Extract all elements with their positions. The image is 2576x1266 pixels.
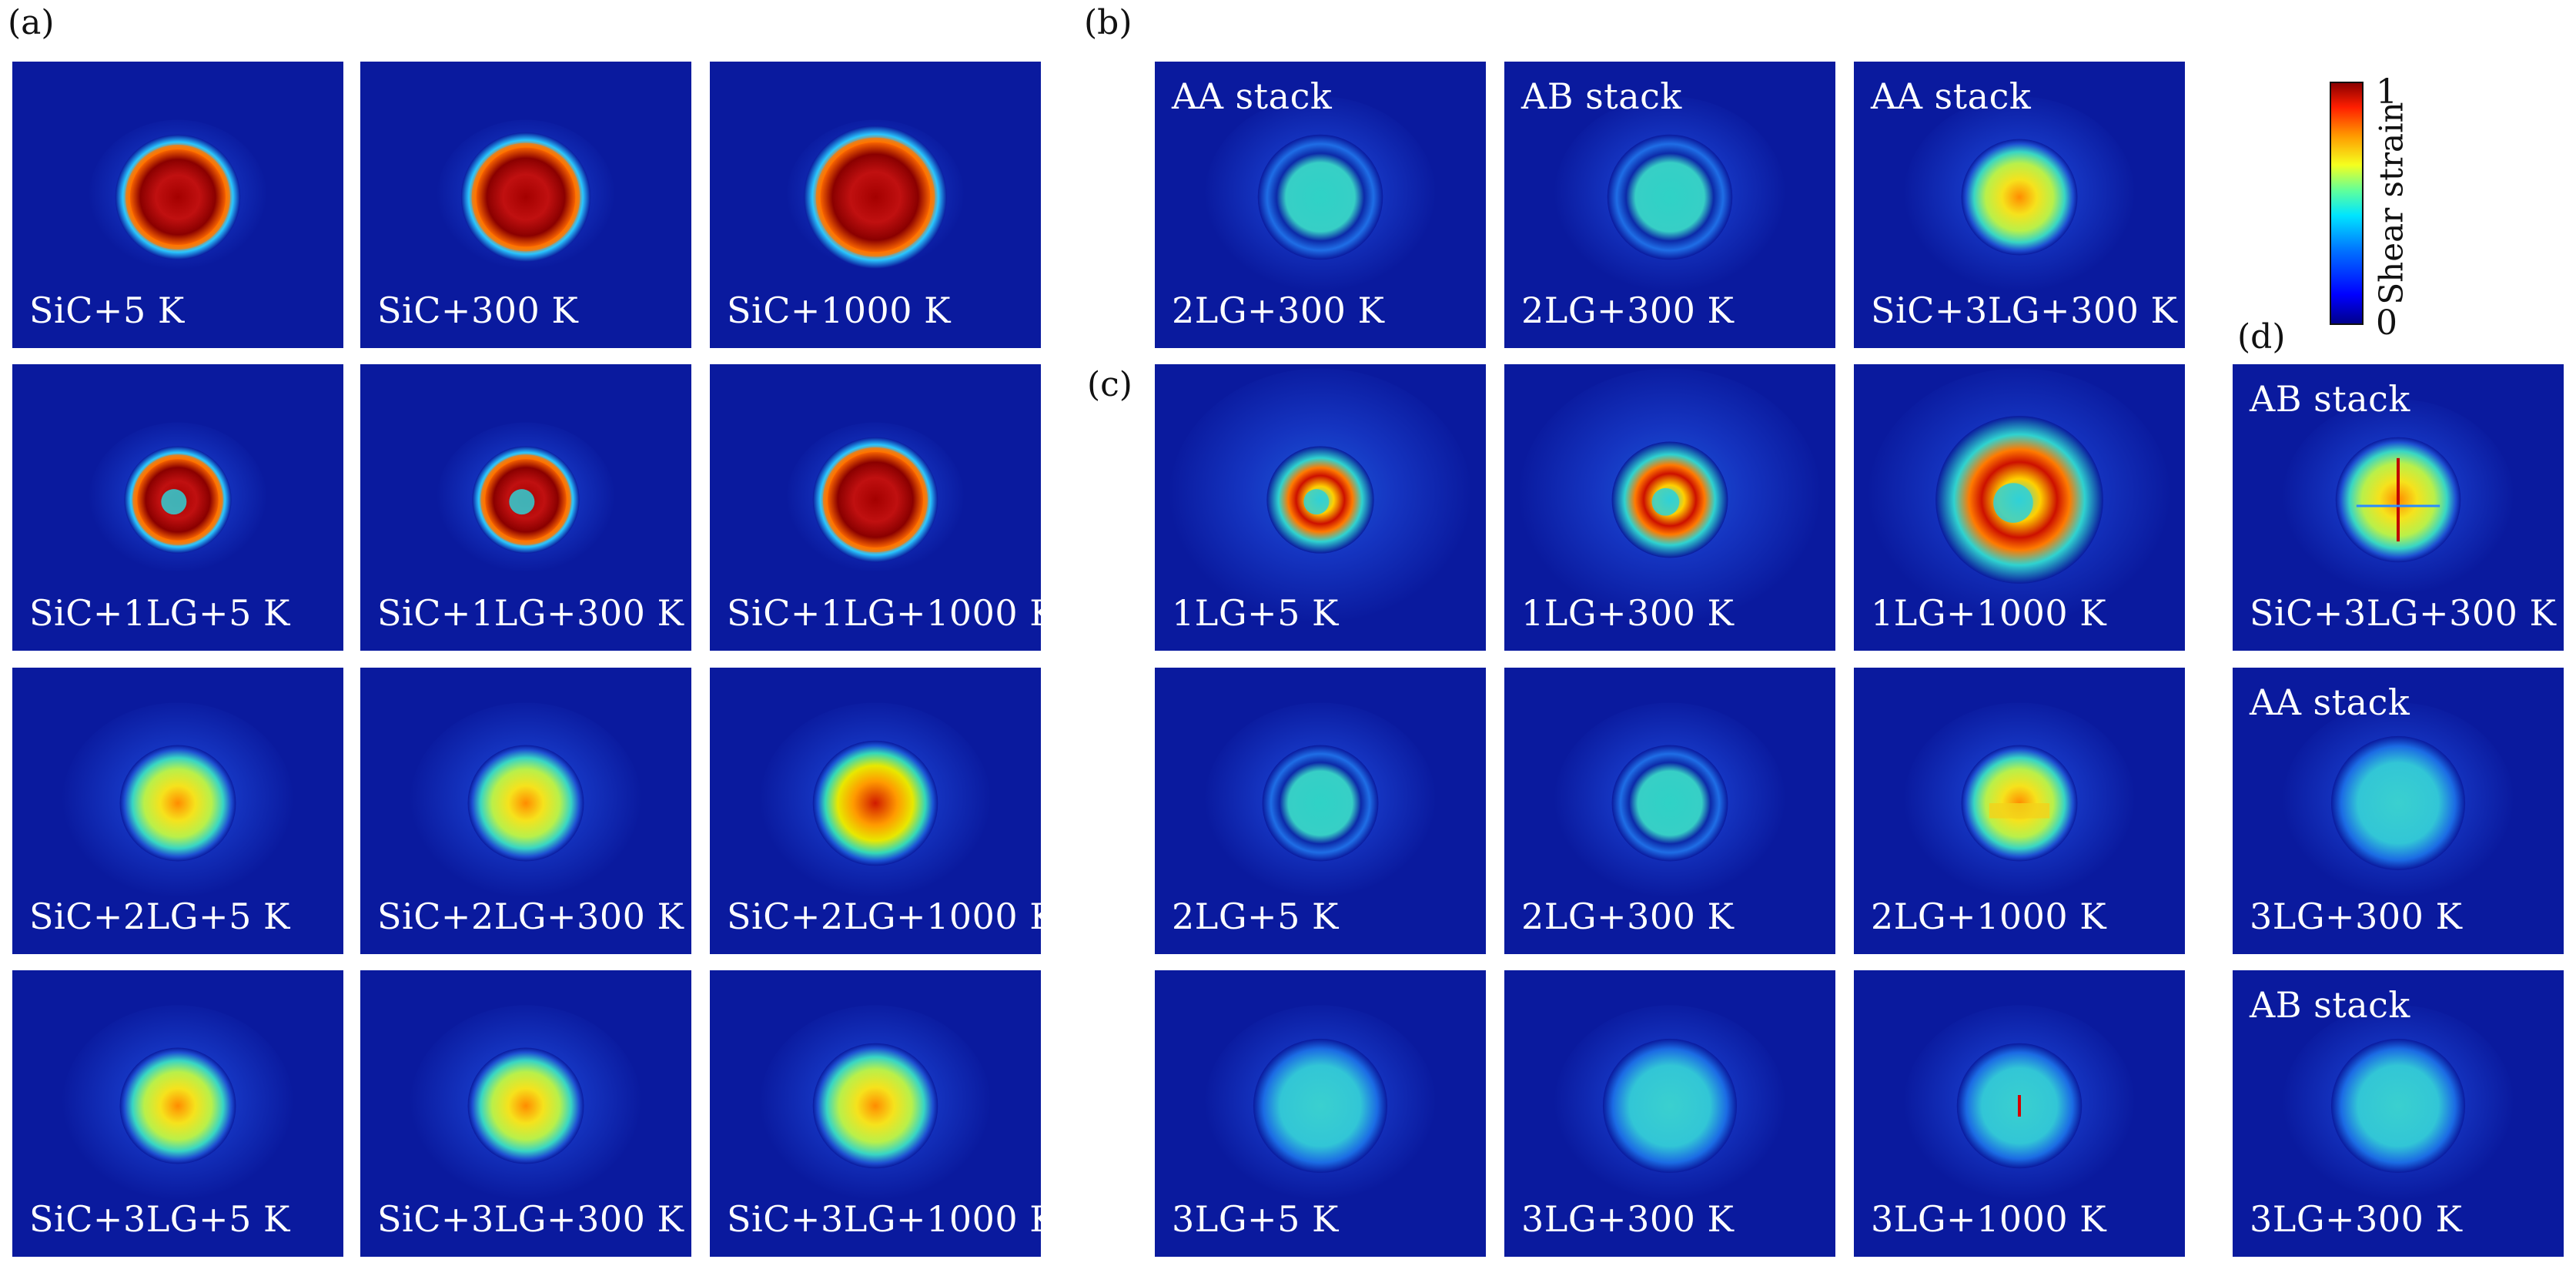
heatmap-tile-a-7: SiC+2LG+5 K: [12, 668, 343, 954]
heatmap-image: [360, 364, 691, 651]
heatmap-image: [1854, 970, 2185, 1257]
tile-caption: SiC+1LG+5 K: [29, 592, 290, 634]
tile-caption: SiC+3LG+1000 K: [727, 1198, 1041, 1240]
tile-caption: SiC+1LG+1000 K: [727, 592, 1041, 634]
tile-caption: 2LG+5 K: [1172, 896, 1339, 937]
heatmap-tile-c-6: 2LG+1000 K: [1854, 668, 2185, 954]
heatmap-tile-a-12: SiC+3LG+1000 K: [710, 970, 1041, 1257]
tile-caption: 2LG+1000 K: [1871, 896, 2107, 937]
heatmap-tile-a-10: SiC+3LG+5 K: [12, 970, 343, 1257]
heatmap-image: [1155, 62, 1486, 348]
tile-caption: 3LG+300 K: [2250, 1198, 2463, 1240]
heatmap-tile-c-4: 2LG+5 K: [1155, 668, 1486, 954]
tile-caption: SiC+1000 K: [727, 290, 952, 331]
heatmap-image: [12, 62, 343, 348]
heatmap-tile-b-3: AA stack SiC+3LG+300 K: [1854, 62, 2185, 348]
heatmap-tile-d-3: AB stack 3LG+300 K: [2233, 970, 2564, 1257]
heatmap-tile-a-2: SiC+300 K: [360, 62, 691, 348]
stack-label: AA stack: [1871, 75, 2032, 117]
heatmap-image: [1155, 970, 1486, 1257]
heatmap-image: [1504, 970, 1835, 1257]
tile-caption: SiC+2LG+5 K: [29, 896, 290, 937]
heatmap-image: [12, 970, 343, 1257]
heatmap-tile-a-6: SiC+1LG+1000 K: [710, 364, 1041, 651]
heatmap-image: [2233, 970, 2564, 1257]
heatmap-tile-c-9: 3LG+1000 K: [1854, 970, 2185, 1257]
heatmap-image: [710, 62, 1041, 348]
heatmap-image: [1854, 364, 2185, 651]
tile-caption: 1LG+1000 K: [1871, 592, 2107, 634]
heatmap-image: [710, 970, 1041, 1257]
heatmap-image: [1155, 668, 1486, 954]
tile-caption: 1LG+300 K: [1521, 592, 1735, 634]
tile-caption: 3LG+300 K: [1521, 1198, 1735, 1240]
tile-caption: 2LG+300 K: [1521, 290, 1735, 331]
heatmap-tile-d-1: AB stack SiC+3LG+300 K: [2233, 364, 2564, 651]
panel-label-d: (d): [2237, 317, 2286, 357]
tile-caption: 2LG+300 K: [1521, 896, 1735, 937]
tile-caption: SiC+2LG+1000 K: [727, 896, 1041, 937]
tile-caption: SiC+1LG+300 K: [377, 592, 684, 634]
stack-label: AB stack: [2250, 378, 2410, 420]
tile-caption: 3LG+1000 K: [1871, 1198, 2107, 1240]
heatmap-tile-c-8: 3LG+300 K: [1504, 970, 1835, 1257]
heatmap-image: [710, 668, 1041, 954]
stack-label: AA stack: [1172, 75, 1333, 117]
heatmap-tile-a-9: SiC+2LG+1000 K: [710, 668, 1041, 954]
heatmap-image: [710, 364, 1041, 651]
heatmap-image: [1854, 668, 2185, 954]
heatmap-image: [360, 62, 691, 348]
heatmap-tile-a-8: SiC+2LG+300 K: [360, 668, 691, 954]
heatmap-image: [2233, 668, 2564, 954]
tile-caption: 1LG+5 K: [1172, 592, 1339, 634]
heatmap-image: [1504, 62, 1835, 348]
panel-label-a: (a): [8, 3, 55, 42]
heatmap-tile-a-1: SiC+5 K: [12, 62, 343, 348]
tile-caption: SiC+5 K: [29, 290, 185, 331]
colorbar: [2330, 82, 2364, 325]
heatmap-image: [2233, 364, 2564, 651]
heatmap-tile-b-1: AA stack 2LG+300 K: [1155, 62, 1486, 348]
heatmap-tile-c-7: 3LG+5 K: [1155, 970, 1486, 1257]
heatmap-tile-a-11: SiC+3LG+300 K: [360, 970, 691, 1257]
tile-caption: SiC+3LG+300 K: [2250, 592, 2557, 634]
heatmap-tile-b-2: AB stack 2LG+300 K: [1504, 62, 1835, 348]
stack-label: AB stack: [2250, 984, 2410, 1026]
stack-label: AA stack: [2250, 682, 2410, 723]
tile-caption: SiC+3LG+300 K: [1871, 290, 2178, 331]
heatmap-image: [1504, 364, 1835, 651]
heatmap-image: [360, 668, 691, 954]
heatmap-tile-a-3: SiC+1000 K: [710, 62, 1041, 348]
heatmap-tile-a-4: SiC+1LG+5 K: [12, 364, 343, 651]
colorbar-max-label: 1: [2376, 72, 2397, 112]
tile-caption: SiC+3LG+300 K: [377, 1198, 684, 1240]
stack-label: AB stack: [1521, 75, 1682, 117]
tile-caption: SiC+2LG+300 K: [377, 896, 684, 937]
heatmap-image: [12, 668, 343, 954]
tile-caption: 2LG+300 K: [1172, 290, 1385, 331]
heatmap-tile-c-3: 1LG+1000 K: [1854, 364, 2185, 651]
heatmap-tile-c-1: 1LG+5 K: [1155, 364, 1486, 651]
heatmap-tile-a-5: SiC+1LG+300 K: [360, 364, 691, 651]
heatmap-tile-c-2: 1LG+300 K: [1504, 364, 1835, 651]
heatmap-tile-d-2: AA stack 3LG+300 K: [2233, 668, 2564, 954]
colorbar-title: Shear strain: [2372, 102, 2410, 305]
heatmap-image: [360, 970, 691, 1257]
heatmap-image: [1504, 668, 1835, 954]
tile-caption: SiC+3LG+5 K: [29, 1198, 290, 1240]
tile-caption: 3LG+5 K: [1172, 1198, 1339, 1240]
tile-caption: 3LG+300 K: [2250, 896, 2463, 937]
heatmap-image: [1854, 62, 2185, 348]
heatmap-image: [12, 364, 343, 651]
colorbar-min-label: 0: [2376, 303, 2397, 343]
heatmap-tile-c-5: 2LG+300 K: [1504, 668, 1835, 954]
panel-label-c: (c): [1087, 365, 1132, 404]
panel-label-b: (b): [1084, 3, 1132, 42]
heatmap-image: [1155, 364, 1486, 651]
tile-caption: SiC+300 K: [377, 290, 579, 331]
